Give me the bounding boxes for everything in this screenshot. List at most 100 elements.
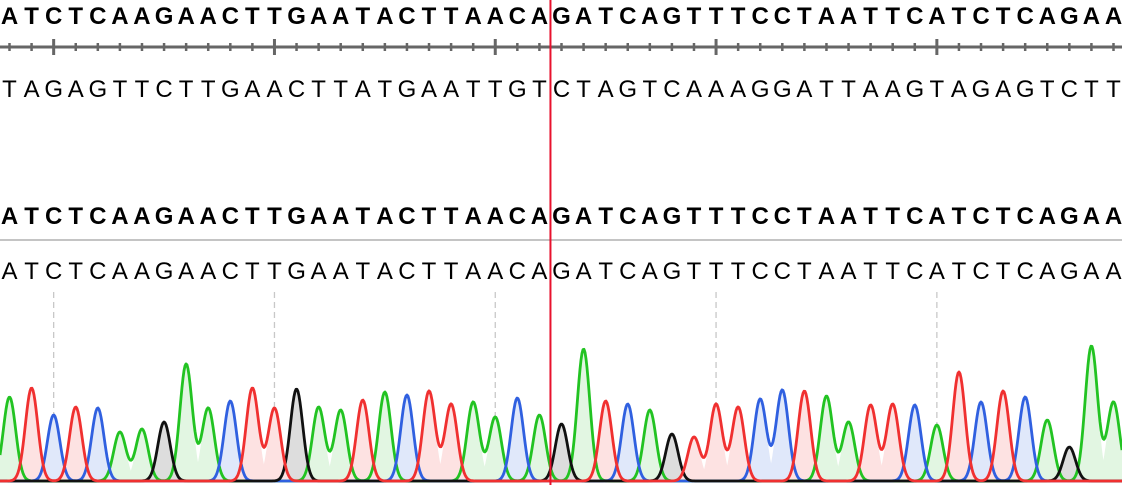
base-letter: G [552, 3, 571, 30]
base-letter: G [1016, 76, 1035, 103]
base-letter: T [863, 203, 878, 230]
base-letter: A [332, 203, 349, 230]
base-letter: T [444, 203, 459, 230]
base-letter: T [444, 3, 459, 30]
base-letter: T [1040, 76, 1055, 103]
base-letter: T [709, 203, 724, 230]
base-letter: A [376, 203, 393, 230]
base-letter: A [642, 258, 658, 285]
base-letter: C [45, 258, 62, 285]
base-letter: A [333, 258, 349, 285]
base-letter: A [995, 76, 1011, 103]
base-letter: C [398, 258, 415, 285]
base-letter: T [378, 76, 393, 103]
base-letter: A [133, 3, 150, 30]
base-letter: T [797, 3, 812, 30]
base-letter: T [68, 3, 83, 30]
base-letter: C [752, 3, 769, 30]
base-letter: A [841, 258, 857, 285]
base-letter: G [1060, 203, 1079, 230]
base-letter: G [88, 76, 107, 103]
base-letter: G [1060, 258, 1079, 285]
base-letter: T [952, 258, 967, 285]
base-letter: T [885, 3, 900, 30]
base-letter: A [929, 258, 945, 285]
base-letter: C [222, 203, 239, 230]
base-letter: C [1017, 203, 1034, 230]
base-letter: T [179, 76, 194, 103]
base-letter: T [68, 203, 83, 230]
base-letter: C [155, 76, 172, 103]
base-letter: T [996, 258, 1011, 285]
base-letter: T [996, 3, 1011, 30]
base-letter: A [487, 3, 504, 30]
base-letter: A [487, 203, 504, 230]
base-letter: A [24, 76, 40, 103]
chromatogram-trace [0, 344, 1122, 483]
base-letter: C [663, 76, 680, 103]
base-letter: C [972, 3, 989, 30]
base-letter: A [818, 258, 834, 285]
base-letter: T [863, 3, 878, 30]
base-letter: A [200, 203, 217, 230]
base-letter: T [709, 258, 724, 285]
base-letter: A [134, 258, 150, 285]
base-letter: A [598, 76, 614, 103]
base-letter: C [509, 258, 526, 285]
base-letter: C [1061, 76, 1078, 103]
base-letter: T [598, 203, 613, 230]
base-letter: A [68, 76, 84, 103]
base-letter: A [133, 203, 150, 230]
base-letter: G [1060, 3, 1079, 30]
base-letter: T [731, 3, 746, 30]
base-letter: T [135, 76, 150, 103]
base-letter: T [819, 76, 834, 103]
peak-fill-A [1093, 402, 1122, 481]
base-letter: T [797, 258, 812, 285]
base-letter: A [487, 258, 503, 285]
base-letter: A [200, 3, 217, 30]
base-letter: A [1105, 3, 1122, 30]
position-guides [53, 292, 938, 480]
base-letter: A [112, 258, 128, 285]
base-letter: G [287, 203, 306, 230]
base-letter: T [2, 76, 17, 103]
base-letter: A [1039, 258, 1055, 285]
base-letter: T [797, 203, 812, 230]
base-letter: A [465, 203, 482, 230]
base-letter: A [575, 3, 592, 30]
base-letter: C [619, 258, 636, 285]
base-letter: T [598, 258, 613, 285]
base-letter: G [221, 76, 240, 103]
base-letter: G [44, 76, 63, 103]
base-letter: A [244, 76, 260, 103]
base-letter: A [840, 203, 857, 230]
base-letter: T [245, 3, 260, 30]
base-letter: T [201, 76, 216, 103]
base-letter: A [531, 3, 548, 30]
base-letter: T [863, 258, 878, 285]
base-letter: A [576, 258, 592, 285]
base-letter: T [267, 203, 282, 230]
base-letter: C [222, 258, 239, 285]
base-letter: G [552, 203, 571, 230]
base-letter: C [619, 3, 636, 30]
base-letter: T [709, 3, 724, 30]
base-letter: T [466, 76, 481, 103]
base-letter: T [245, 203, 260, 230]
base-letter: G [287, 3, 306, 30]
base-letter: C [972, 203, 989, 230]
base-letter: A [377, 258, 393, 285]
base-letter: A [796, 76, 812, 103]
base-letter: T [952, 3, 967, 30]
base-letter: G [773, 76, 792, 103]
base-letter: G [663, 3, 682, 30]
base-letter: A [310, 203, 327, 230]
base-letter: A [310, 3, 327, 30]
base-letter: A [531, 203, 548, 230]
